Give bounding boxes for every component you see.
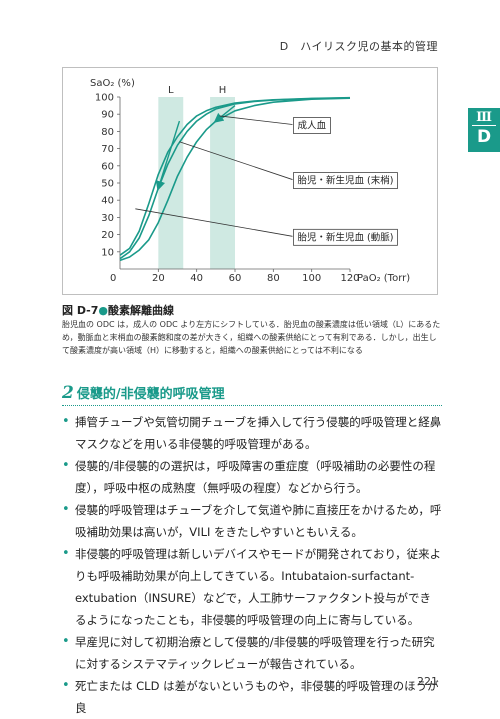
running-head: D ハイリスク児の基本的管理: [279, 40, 438, 53]
leader-line-1: [179, 141, 293, 180]
x-tick-label: 100: [302, 273, 321, 284]
y-tick-label: 100: [95, 93, 114, 104]
y-tick-label: 80: [101, 127, 114, 138]
x-tick-label: 120: [340, 273, 359, 284]
series-label-box-1: [293, 172, 398, 189]
series-label-box-0: [293, 117, 331, 134]
chapter-tab-number: Ⅲ: [472, 108, 496, 126]
section-heading: 2 侵襲的/非侵襲的呼吸管理: [62, 383, 442, 406]
bullet-item: 非侵襲的呼吸管理は新しいデバイスやモードが開発されており，従来よりも呼吸補助効果…: [62, 543, 442, 631]
band-label-H: H: [219, 85, 227, 96]
bullet-list: 挿管チューブや気管切開チューブを挿入して行う侵襲的呼吸管理と経鼻マスクなどを用い…: [62, 411, 442, 719]
chapter-tab: Ⅲ D: [468, 108, 500, 152]
y-tick-label: 30: [101, 213, 114, 224]
leader-line-2: [135, 208, 293, 237]
band-H: [210, 97, 235, 269]
figure-title: 酸素解離曲線: [108, 304, 174, 317]
curve-series-1: [119, 97, 351, 260]
bullet-item: 死亡または CLD は差がないというものや，非侵襲的呼吸管理のほうが良: [62, 675, 442, 719]
y-tick-label: 20: [101, 230, 114, 241]
series-label-1: 胎児・新生児血 (末梢): [298, 175, 394, 187]
section-number: 2: [62, 383, 74, 403]
y-axis-title: SaO₂ (%): [90, 78, 135, 89]
x-tick-label: 40: [190, 273, 203, 284]
x-tick-label: 20: [152, 273, 165, 284]
chapter-tab-section: D: [476, 127, 492, 147]
shift-arrow-1: [213, 105, 236, 123]
origin-label: 0: [110, 273, 116, 284]
series-label-2: 胎児・新生児血 (動脈): [298, 231, 394, 243]
y-tick-label: 10: [101, 247, 114, 258]
y-tick-label: 90: [101, 110, 114, 121]
bullet-item: 侵襲的/非侵襲的の選択は，呼吸障害の重症度（呼吸補助の必要性の程度），呼吸中枢の…: [62, 455, 442, 499]
y-tick-label: 70: [101, 144, 114, 155]
figure-description: 胎児血の ODC は，成人の ODC より左方にシフトしている．胎児血の酸素濃度…: [62, 320, 441, 355]
x-tick-label: 80: [267, 273, 280, 284]
figure-frame: [62, 67, 438, 295]
y-tick-label: 50: [101, 179, 114, 190]
bullet-item: 早産児に対して初期治療として侵襲的/非侵襲的呼吸管理を行った研究に対するシステマ…: [62, 631, 442, 675]
figure-caption: 図 D-7●酸素解離曲線: [62, 302, 442, 318]
oxygen-dissociation-chart: L H 10 20 30 40 50 60 70 80 90 100 20 40 60 80 100 120 成…: [90, 78, 410, 284]
caption-dot-icon: ●: [98, 304, 108, 317]
shift-arrow-0: [155, 120, 181, 191]
figure-number: 図 D-7: [62, 304, 99, 317]
series-label-box-2: [293, 228, 398, 246]
page-number: 221: [417, 675, 438, 688]
x-tick-label: 60: [229, 273, 242, 284]
y-tick-label: 40: [101, 196, 114, 207]
bullet-item: 挿管チューブや気管切開チューブを挿入して行う侵襲的呼吸管理と経鼻マスクなどを用い…: [62, 411, 442, 455]
band-label-L: L: [168, 85, 174, 96]
curve-series-2: [119, 97, 351, 262]
section-title: 侵襲的/非侵襲的呼吸管理: [76, 387, 225, 402]
x-axis-title: PaO₂ (Torr): [357, 273, 410, 284]
bullet-item: 侵襲的呼吸管理はチューブを介して気道や肺に直接圧をかけるため，呼吸補助効果は高い…: [62, 499, 442, 543]
series-label-0: 成人血: [298, 120, 327, 132]
y-tick-label: 60: [101, 161, 114, 172]
leader-line-0: [219, 115, 293, 125]
